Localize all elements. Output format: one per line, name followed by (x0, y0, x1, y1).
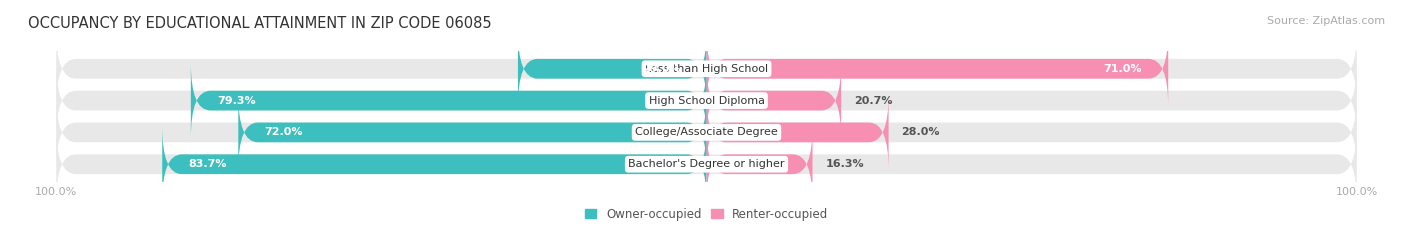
Text: 20.7%: 20.7% (853, 96, 893, 106)
Text: 72.0%: 72.0% (264, 127, 302, 137)
Text: Bachelor's Degree or higher: Bachelor's Degree or higher (628, 159, 785, 169)
Text: 83.7%: 83.7% (188, 159, 226, 169)
FancyBboxPatch shape (707, 63, 841, 138)
Text: College/Associate Degree: College/Associate Degree (636, 127, 778, 137)
Text: 79.3%: 79.3% (217, 96, 256, 106)
FancyBboxPatch shape (707, 31, 1168, 107)
Legend: Owner-occupied, Renter-occupied: Owner-occupied, Renter-occupied (579, 203, 834, 225)
FancyBboxPatch shape (56, 63, 1357, 138)
FancyBboxPatch shape (56, 95, 1357, 170)
FancyBboxPatch shape (239, 95, 707, 170)
FancyBboxPatch shape (56, 31, 1357, 107)
Text: 71.0%: 71.0% (1104, 64, 1142, 74)
FancyBboxPatch shape (707, 95, 889, 170)
Text: High School Diploma: High School Diploma (648, 96, 765, 106)
Text: 29.0%: 29.0% (643, 64, 681, 74)
Text: Less than High School: Less than High School (645, 64, 768, 74)
FancyBboxPatch shape (162, 126, 707, 202)
FancyBboxPatch shape (56, 126, 1357, 202)
Text: 28.0%: 28.0% (901, 127, 941, 137)
Text: Source: ZipAtlas.com: Source: ZipAtlas.com (1267, 16, 1385, 26)
FancyBboxPatch shape (707, 126, 813, 202)
FancyBboxPatch shape (191, 63, 707, 138)
Text: OCCUPANCY BY EDUCATIONAL ATTAINMENT IN ZIP CODE 06085: OCCUPANCY BY EDUCATIONAL ATTAINMENT IN Z… (28, 16, 492, 31)
FancyBboxPatch shape (517, 31, 707, 107)
Text: 16.3%: 16.3% (825, 159, 865, 169)
